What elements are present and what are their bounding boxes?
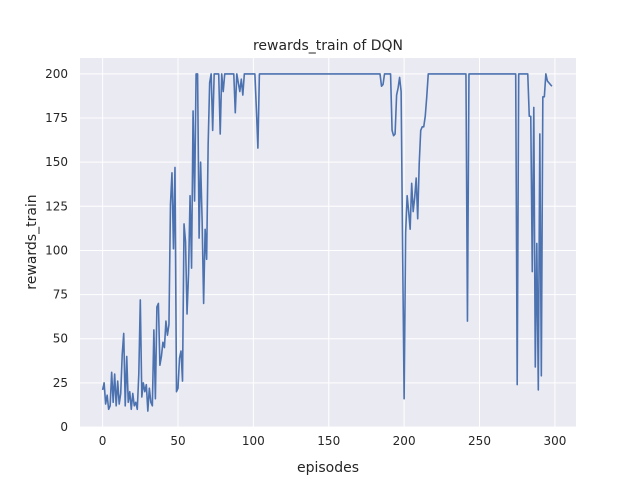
plot-background [80,58,576,427]
x-tick-label: 150 [317,434,340,448]
line-layer [101,73,553,412]
y-axis-ticks: 0 25 50 75 100 125 150 175 200 [45,67,68,434]
x-tick-label: 200 [393,434,416,448]
y-tick-label: 100 [45,243,68,257]
x-tick-label: 100 [242,434,265,448]
y-tick-label: 150 [45,155,68,169]
y-tick-label: 175 [45,111,68,125]
x-tick-label: 300 [543,434,566,448]
x-tick-label: 250 [468,434,491,448]
x-axis-ticks: 0 50 100 150 200 250 300 [99,434,567,448]
chart-title: rewards_train of DQN [253,38,403,54]
y-tick-label: 25 [53,376,68,390]
series-line [101,73,553,412]
y-tick-label: 75 [53,288,68,302]
x-tick-label: 50 [170,434,185,448]
x-axis-label: episodes [297,460,359,476]
grid [80,58,576,428]
y-tick-label: 125 [45,199,68,213]
y-tick-label: 200 [45,67,68,81]
y-axis-label: rewards_train [24,194,40,289]
y-tick-label: 0 [60,420,68,434]
x-tick-label: 0 [99,434,107,448]
y-tick-label: 50 [53,332,68,346]
